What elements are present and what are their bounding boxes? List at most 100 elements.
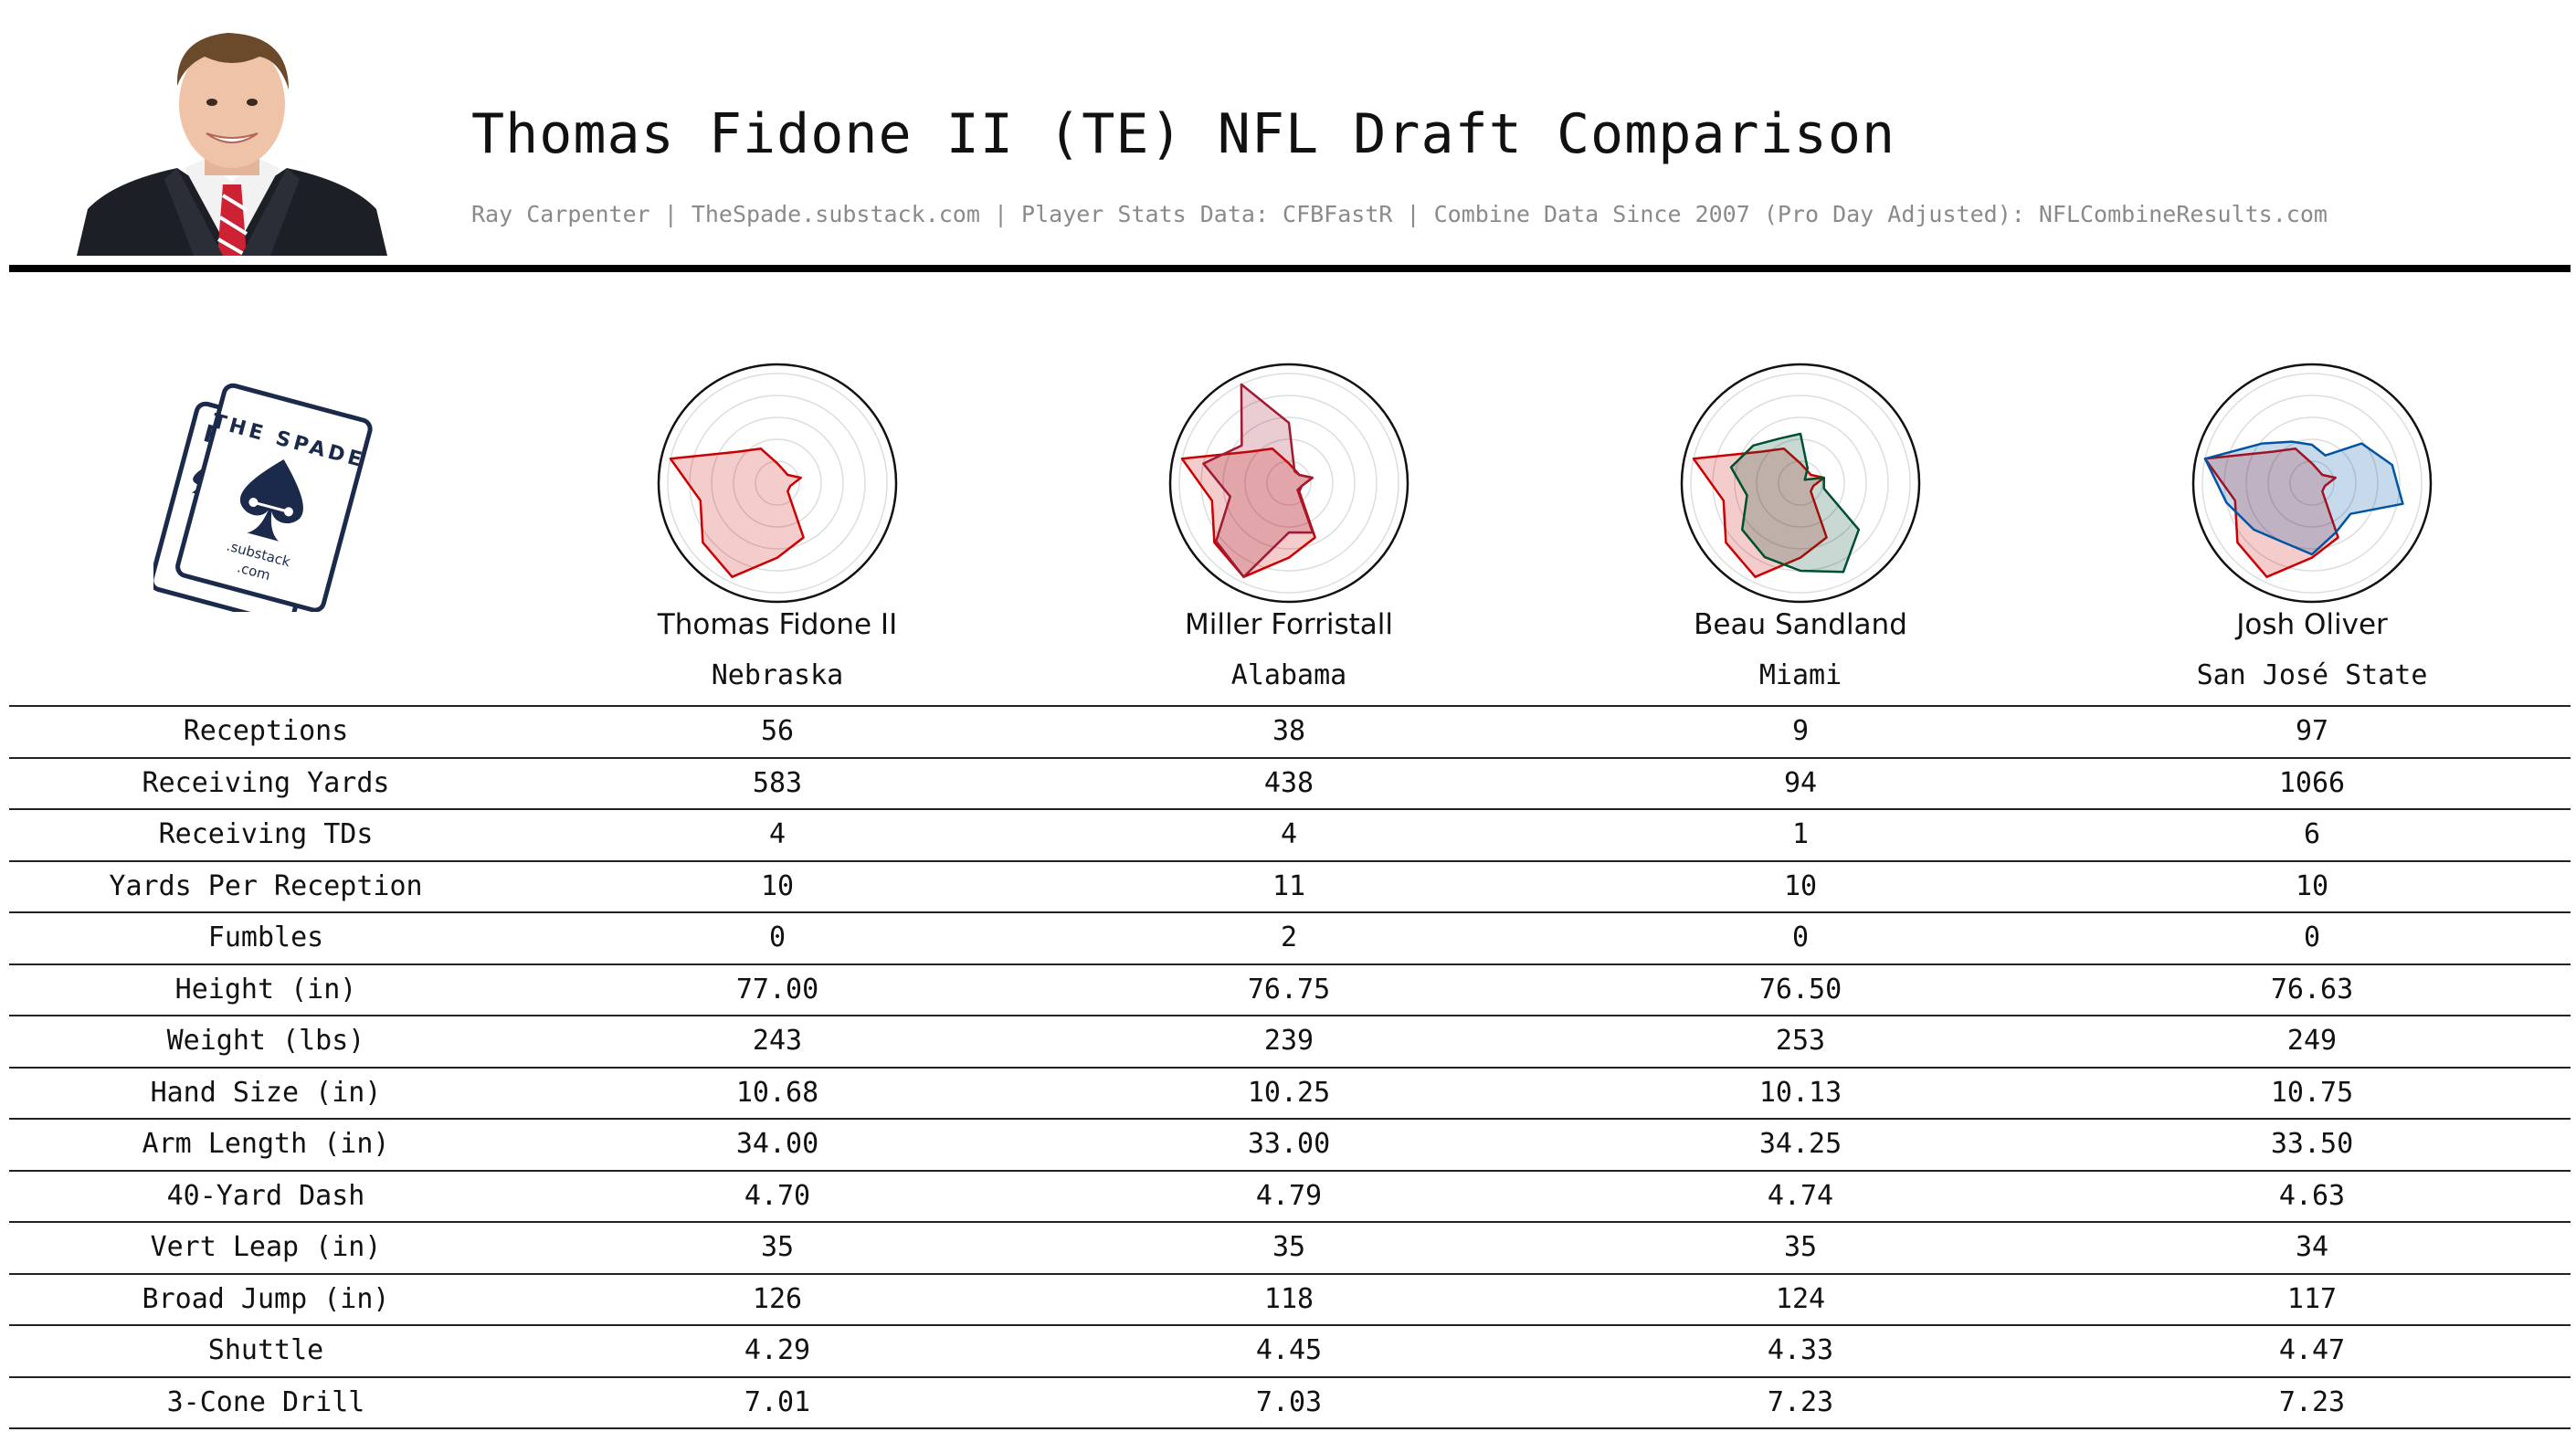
radar-grid-ring [1222,416,1356,550]
player-school: Miami [1758,659,1842,691]
stat-value: 4 [768,818,787,850]
stat-value: 76.75 [1247,973,1331,1006]
stat-value: 4.70 [744,1179,811,1212]
table-rule [9,1066,2571,1069]
radar-outer-ring [657,363,898,604]
radar-outer-ring [1680,363,1921,604]
radar-grid-ring [1778,460,1823,506]
radar-outer-ring [2191,363,2433,604]
radar-chart-alabama [1168,363,1409,604]
radar-grid-ring [2289,460,2335,506]
stat-value: 10.75 [2270,1076,2354,1109]
stat-value: 1066 [2278,766,2346,799]
spade-icon [239,459,303,542]
radar-chart-san-jose-state [2191,363,2433,604]
stat-label: 40-Yard Dash [166,1179,365,1212]
stat-value: 438 [1263,766,1314,799]
table-rule [9,1272,2571,1275]
stat-value: 4.63 [2278,1179,2346,1212]
player-name: Josh Oliver [2236,608,2388,641]
stat-value: 4.47 [2278,1334,2346,1366]
player-school: Alabama [1230,659,1347,691]
stat-label: Vert Leap (in) [150,1231,382,1263]
table-rule [9,1015,2571,1016]
stat-label: Height (in) [174,973,357,1006]
radar-chart-nebraska [657,363,898,604]
stat-value: 56 [760,715,795,747]
stat-value: 0 [1791,921,1810,953]
stat-value: 2 [1280,921,1298,953]
stat-value: 34.00 [735,1128,819,1160]
stat-label: Receiving Yards [142,766,390,799]
page-title: Thomas Fidone II (TE) NFL Draft Comparis… [471,102,1896,166]
radar-grid-ring [2201,373,2423,594]
the-spade-logo: RC THE SPADE .substack .com [153,383,373,612]
radar-grid-ring [1178,373,1399,594]
stat-value: 583 [752,766,803,799]
table-rule [9,1118,2571,1120]
stat-value: 4.29 [744,1334,811,1366]
stat-label: Shuttle [207,1334,324,1366]
radar-outer-ring [1168,363,1409,604]
radar-grid-ring [2245,416,2379,550]
stat-value: 10.25 [1247,1076,1331,1109]
stat-value: 249 [2286,1025,2338,1057]
stat-value: 7.23 [2278,1385,2346,1418]
stat-value: 117 [2286,1282,2338,1315]
table-rule [9,1427,2571,1429]
radar-grid-ring [755,460,800,506]
stat-value: 7.01 [744,1385,811,1418]
stat-value: 4.74 [1767,1179,1834,1212]
table-rule [9,1324,2571,1326]
stat-value: 11 [1272,869,1306,902]
stat-value: 4 [1280,818,1298,850]
radar-grid-ring [733,438,822,528]
stat-value: 33.00 [1247,1128,1331,1160]
stat-value: 77.00 [735,973,819,1006]
radar-grid-ring [711,416,844,550]
radar-chart-miami [1680,363,1921,604]
radar-grid-ring [689,395,866,572]
radar-series-miami [1729,432,1861,574]
radar-grid-ring [1244,438,1334,528]
stat-label: Hand Size (in) [150,1076,382,1109]
stat-value: 10.68 [735,1076,819,1109]
stat-value: 10 [1783,869,1818,902]
table-rule [9,1169,2571,1172]
radar-grid-ring [1734,416,1867,550]
stat-value: 76.50 [1758,973,1842,1006]
player-name: Thomas Fidone II [657,608,898,641]
stat-value: 4.45 [1255,1334,1323,1366]
stat-value: 35 [1783,1231,1818,1263]
radar-grid-ring [2267,438,2357,528]
stat-value: 9 [1791,715,1810,747]
stat-value: 38 [1272,715,1306,747]
stat-value: 35 [760,1231,795,1263]
stat-value: 126 [752,1282,803,1315]
stat-label: Arm Length (in) [142,1128,390,1160]
radar-series-nebraska [2203,447,2339,578]
stat-label: Fumbles [207,921,324,953]
stat-value: 253 [1775,1025,1826,1057]
header-divider [9,265,2571,272]
page-subtitle: Ray Carpenter | TheSpade.substack.com | … [471,201,2328,227]
stat-value: 239 [1263,1025,1314,1057]
stat-value: 243 [752,1025,803,1057]
stat-value: 118 [1263,1282,1314,1315]
table-rule [9,705,2571,707]
stat-value: 10.13 [1758,1076,1842,1109]
stat-label: 3-Cone Drill [166,1385,365,1418]
stat-label: Yards Per Reception [109,869,423,902]
stat-value: 76.63 [2270,973,2354,1006]
player-name: Beau Sandland [1694,608,1907,641]
table-rule [9,1375,2571,1378]
stat-value: 124 [1775,1282,1826,1315]
radar-grid-ring [1266,460,1312,506]
stat-value: 0 [768,921,787,953]
radar-series-alabama [1202,383,1314,578]
stat-value: 34 [2295,1231,2329,1263]
radar-grid-ring [2223,395,2401,572]
table-rule [9,808,2571,810]
radar-series-san-jos-state [2203,440,2404,556]
stat-value: 10 [760,869,795,902]
